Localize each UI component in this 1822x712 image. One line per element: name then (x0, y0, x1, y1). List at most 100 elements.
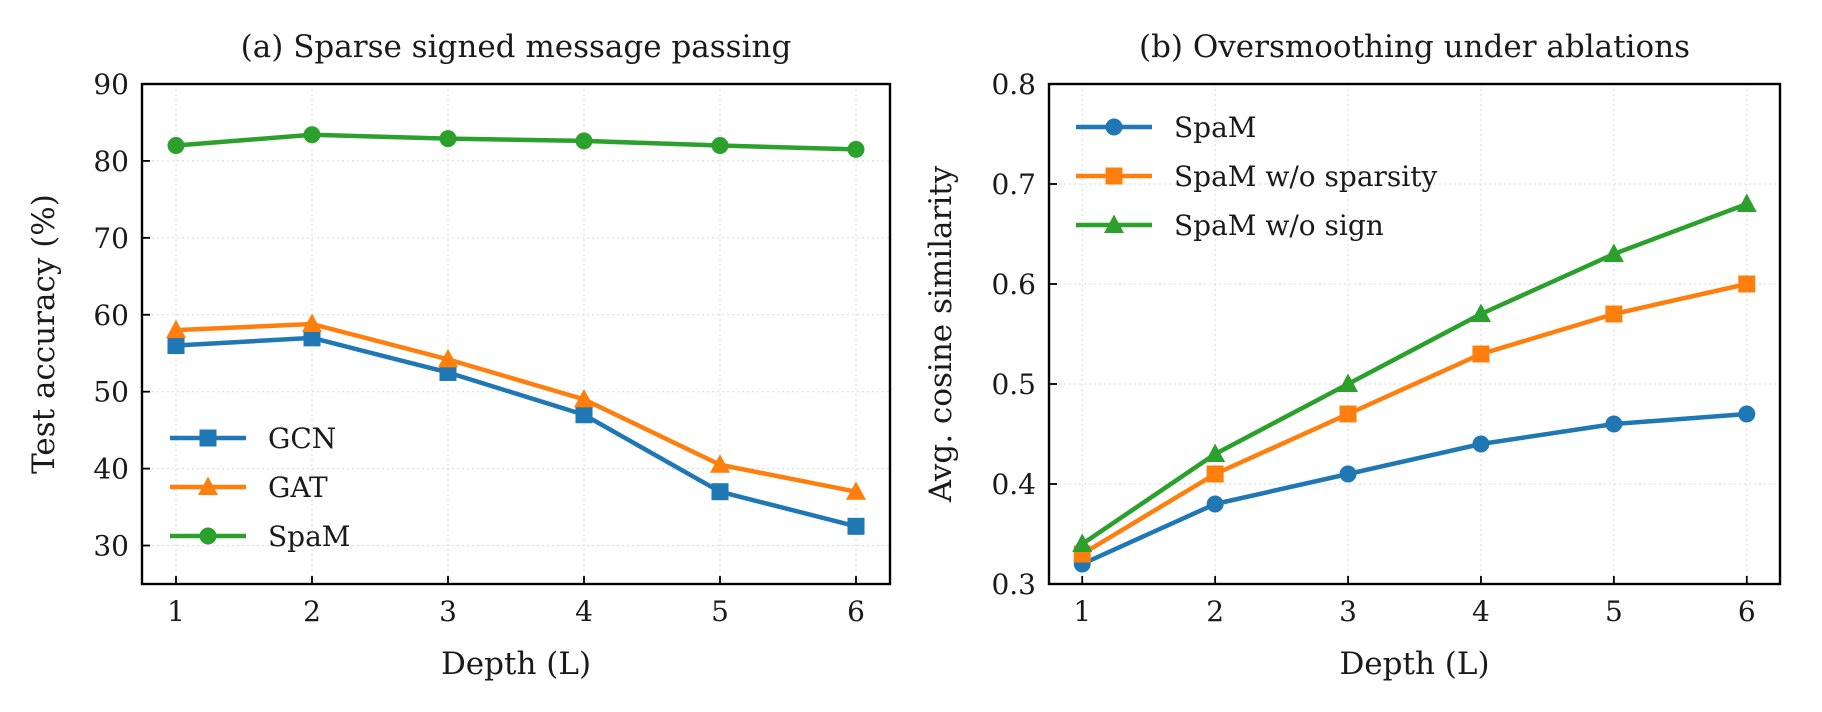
data-point (439, 130, 457, 148)
x-tick-label: 3 (439, 595, 457, 628)
data-point (1605, 305, 1623, 323)
legend-label: GCN (268, 422, 336, 455)
legend-label: SpaM w/o sparsity (1174, 160, 1437, 193)
data-point (847, 517, 865, 535)
y-tick-label: 80 (93, 145, 129, 178)
chart-title: (a) Sparse signed message passing (241, 29, 792, 65)
data-point (1206, 465, 1224, 483)
data-point (1605, 415, 1623, 433)
data-point (575, 406, 593, 424)
data-point (439, 363, 457, 381)
series-spam (1073, 405, 1756, 573)
data-point (167, 137, 185, 155)
data-point (302, 313, 322, 332)
series-spam (167, 126, 865, 158)
y-tick-label: 70 (93, 222, 129, 255)
plot-frame (1047, 82, 1782, 586)
legend-label: GAT (268, 471, 328, 504)
x-tick-label: 3 (1339, 595, 1357, 628)
data-point (1472, 435, 1490, 453)
data-point (1738, 405, 1756, 423)
x-axis-label: Depth (L) (441, 646, 591, 682)
data-point (575, 132, 593, 150)
y-tick-label: 0.8 (991, 68, 1036, 101)
data-point (1603, 243, 1624, 262)
x-axis-label: Depth (L) (1339, 646, 1489, 682)
series-gat (166, 313, 866, 500)
legend-label: SpaM (1174, 111, 1256, 144)
data-point (166, 319, 186, 339)
legend-entry: SpaM (1076, 111, 1256, 144)
x-tick-label: 6 (1738, 595, 1756, 628)
data-point (1338, 373, 1359, 392)
data-point (1339, 465, 1357, 483)
data-point (1738, 275, 1756, 293)
x-tick-label: 4 (1472, 595, 1490, 628)
series-line (1081, 281, 1748, 556)
data-point (711, 483, 729, 501)
chart-panel-a: 1 2 3 4 5 6 30 40 50 60 70 80 90 (a) Sparse signed me… (26, 29, 892, 682)
y-tick-label: 40 (93, 453, 129, 486)
y-tick-label: 0.5 (991, 368, 1036, 401)
legend-marker (1105, 167, 1123, 185)
grid (142, 83, 890, 584)
legend-marker (198, 476, 218, 495)
y-tick-label: 90 (93, 68, 129, 101)
data-point (1206, 495, 1224, 513)
x-tick-label: 1 (167, 595, 185, 628)
series-line (175, 335, 857, 529)
data-point (167, 337, 185, 355)
legend-marker (1105, 118, 1123, 136)
y-tick-label: 30 (93, 530, 129, 563)
data-point (438, 348, 458, 368)
data-point (1339, 405, 1357, 423)
y-axis-label: Test accuracy (%) (26, 194, 62, 474)
y-tick-label: 60 (93, 299, 129, 332)
x-tick-label: 5 (1605, 595, 1623, 628)
legend-entry: SpaM w/o sparsity (1076, 160, 1437, 193)
x-tick-label: 2 (1206, 595, 1224, 628)
chart-panel-b: 1 2 3 4 5 6 0.3 0.4 0.5 0.6 0.7 0.8 (b) Oversmoothin… (923, 29, 1782, 682)
data-point (711, 137, 729, 155)
data-point (710, 454, 730, 473)
y-tick-label: 50 (93, 376, 129, 409)
data-point (1736, 193, 1757, 212)
legend-entry: GCN (170, 422, 336, 455)
legend: SpaM SpaM w/o sparsity SpaM w/o sign (1076, 111, 1437, 242)
legend-label: SpaM w/o sign (1174, 209, 1384, 242)
legend-marker (199, 429, 217, 447)
y-tick-label: 0.3 (991, 568, 1036, 601)
y-tick-label: 0.4 (991, 468, 1036, 501)
data-point (1470, 303, 1491, 322)
legend-label: SpaM (268, 520, 350, 553)
series-line (175, 132, 857, 152)
plot-frame (140, 82, 892, 586)
y-tick-label: 0.6 (991, 268, 1036, 301)
legend-marker (1104, 214, 1124, 233)
data-point (1472, 345, 1490, 363)
data-point (303, 329, 321, 347)
x-tick-label: 1 (1073, 595, 1091, 628)
y-tick-label: 0.7 (991, 168, 1036, 201)
data-point (1205, 443, 1226, 462)
series-line (1080, 201, 1748, 546)
series-gcn (167, 329, 865, 535)
y-axis-label: Avg. cosine similarity (923, 165, 959, 503)
data-point (574, 388, 594, 408)
series-spam-w-o-sign (1072, 193, 1757, 552)
x-tick-label: 6 (847, 595, 865, 628)
legend-entry: SpaM (170, 520, 350, 553)
data-point (303, 126, 321, 144)
legend-entry: GAT (170, 471, 328, 504)
x-tick-label: 2 (303, 595, 321, 628)
data-point (1072, 533, 1093, 552)
chart-title: (b) Oversmoothing under ablations (1139, 29, 1690, 65)
x-tick-label: 5 (711, 595, 729, 628)
legend: GCN GAT SpaM (170, 422, 350, 553)
series-line (1081, 411, 1747, 567)
data-point (847, 140, 865, 158)
legend-entry: SpaM w/o sign (1076, 209, 1384, 242)
data-point (846, 481, 866, 500)
series-line (175, 321, 857, 494)
